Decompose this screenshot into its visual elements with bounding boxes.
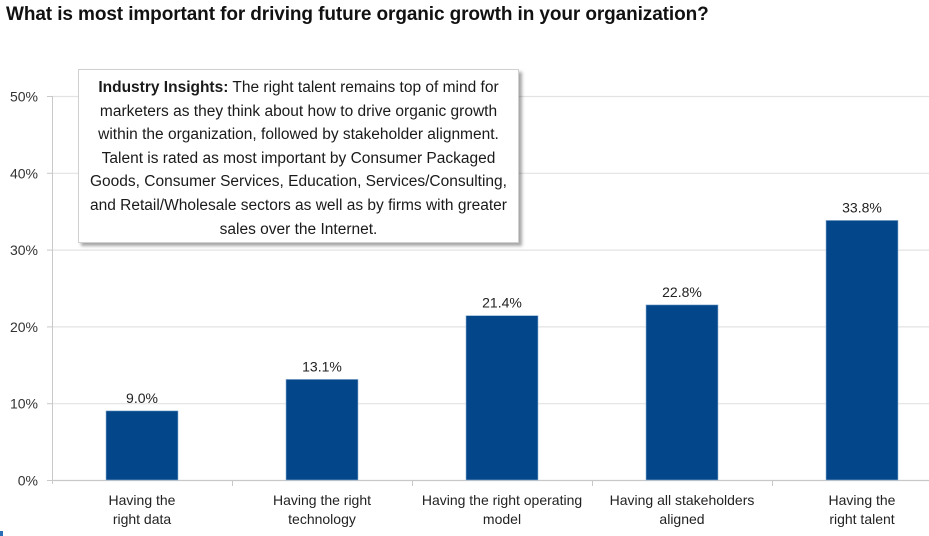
x-category-label: Having all stakeholders — [610, 492, 755, 508]
x-category-label: Having the right — [273, 492, 371, 508]
y-tick-label: 50% — [10, 89, 38, 105]
y-tick-label: 20% — [10, 319, 38, 335]
x-category-label: right data — [113, 511, 172, 527]
bars — [105, 220, 899, 481]
x-category-label: Having the right operating — [422, 492, 582, 508]
y-tick-label: 30% — [10, 242, 38, 258]
bar — [105, 410, 179, 481]
x-category-label: aligned — [659, 511, 704, 527]
x-category-label: model — [483, 511, 521, 527]
data-label: 21.4% — [482, 295, 522, 311]
insight-text: The right talent remains top of mind for… — [90, 79, 507, 238]
data-label: 9.0% — [126, 390, 158, 406]
data-label: 22.8% — [662, 284, 702, 300]
industry-insights-callout: Industry Insights: The right talent rema… — [78, 69, 519, 243]
y-tick-label: 0% — [18, 473, 38, 489]
bar — [465, 315, 539, 481]
y-tick-label: 40% — [10, 165, 38, 181]
x-category-label: Having the — [829, 492, 896, 508]
chart-title: What is most important for driving futur… — [6, 4, 709, 25]
x-category-label: Having the — [109, 492, 176, 508]
data-label: 13.1% — [302, 358, 342, 374]
labels: 0% 10% 20% 30% 40% 50% 9.0% Having the right dat… — [10, 89, 896, 528]
axes — [47, 96, 929, 486]
x-category-label: right talent — [829, 511, 894, 527]
y-tick-label: 10% — [10, 396, 38, 412]
x-category-label: technology — [288, 511, 356, 527]
data-label: 33.8% — [842, 199, 882, 215]
insight-heading: Industry Insights: — [98, 79, 229, 96]
bar — [285, 379, 359, 481]
bar — [645, 304, 719, 481]
bar — [825, 220, 899, 481]
corner-marker — [0, 531, 3, 536]
